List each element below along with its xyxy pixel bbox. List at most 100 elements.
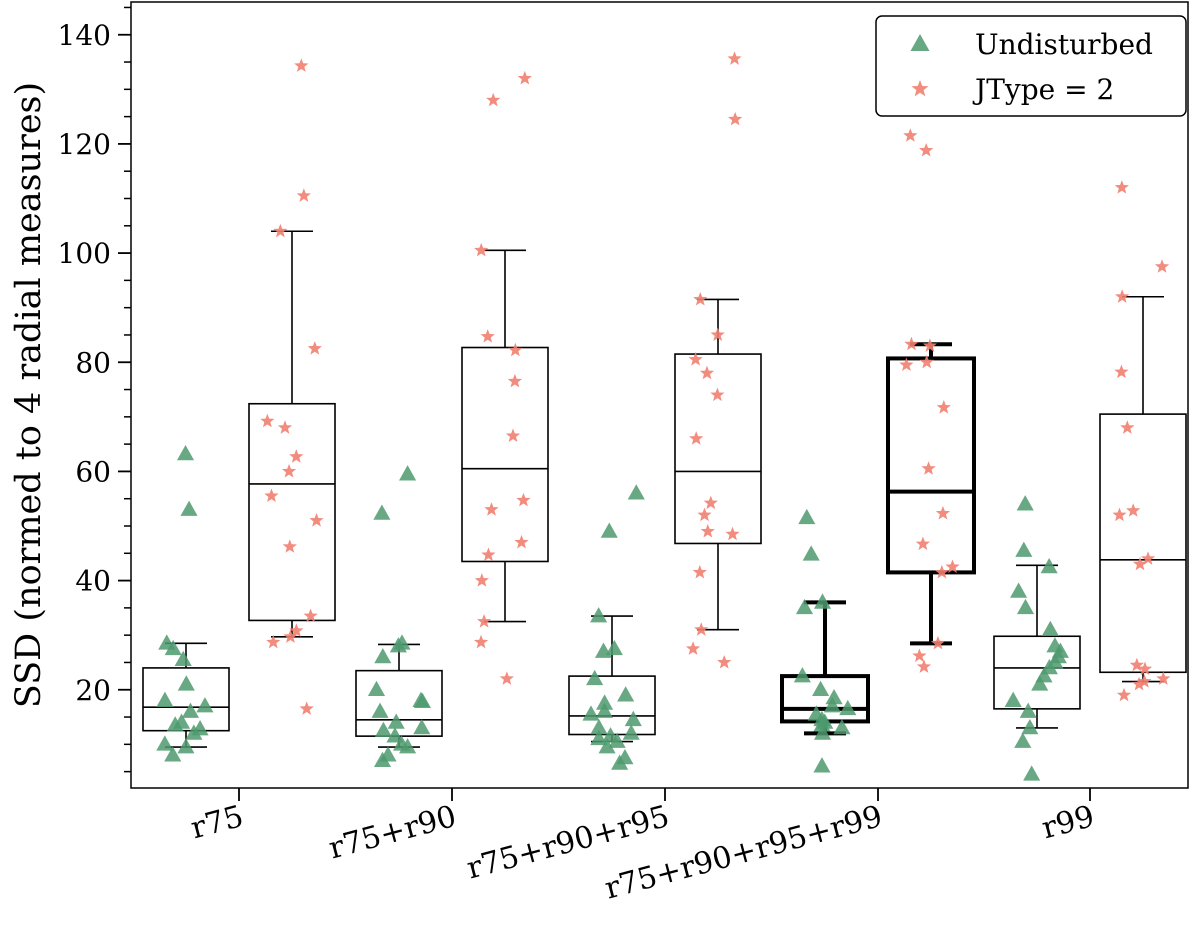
undisturbed-point [196, 697, 214, 713]
undisturbed-point [156, 691, 174, 707]
box-undisturbed-r99 [993, 564, 1081, 729]
undisturbed-point [1004, 691, 1022, 707]
undisturbed-point [586, 669, 604, 686]
jtype-point [934, 564, 949, 579]
undisturbed-point [812, 680, 830, 697]
jtype-point [728, 111, 743, 126]
y-tick-label: 60 [75, 455, 111, 488]
undisturbed-point [367, 680, 386, 697]
undisturbed-point [1016, 495, 1034, 511]
jtype-point [1154, 259, 1170, 273]
box-jtype-r75+r90+r95+r99 [886, 342, 976, 646]
undisturbed-point [598, 738, 616, 754]
jtype-point [921, 461, 936, 475]
jtype-point [309, 513, 324, 527]
box-body [248, 402, 336, 622]
jtype-point [688, 352, 703, 366]
undisturbed-point [413, 718, 431, 735]
legend-star-icon [911, 80, 929, 97]
jtype-point [474, 573, 489, 587]
box-jtype-r99 [1099, 295, 1187, 683]
boxplot-boxes [142, 230, 1187, 748]
jtype-point [727, 51, 742, 65]
undisturbed-point [185, 724, 203, 740]
undisturbed-point [590, 729, 608, 746]
jtype-point [919, 354, 934, 369]
undisturbed-point [793, 667, 811, 683]
jtype-point [1120, 420, 1135, 434]
jtype-point [1112, 507, 1127, 522]
undisturbed-point [399, 738, 417, 754]
undisturbed-point [813, 724, 832, 740]
jtype-point [296, 188, 311, 202]
jtype-point [514, 534, 529, 549]
jtype-point [919, 142, 934, 157]
box-undisturbed-r75+r90+r95 [568, 615, 656, 743]
jtype-point [1126, 503, 1141, 517]
undisturbed-point [386, 727, 404, 743]
plot-frame [130, 1, 1189, 789]
undisturbed-point [174, 650, 192, 667]
undisturbed-point [373, 751, 392, 768]
undisturbed-point [596, 694, 614, 710]
jtype-point [697, 507, 712, 522]
jtype-point [508, 342, 523, 357]
undisturbed-point [164, 746, 182, 762]
jtype-point [922, 338, 938, 352]
jtype-point [480, 329, 495, 343]
jtype-point [303, 608, 318, 623]
y-tick-label: 140 [58, 19, 111, 52]
undisturbed-point [389, 637, 407, 653]
undisturbed-point [1023, 765, 1041, 781]
jtype-point [481, 547, 496, 561]
jtype-point [912, 648, 927, 662]
jtype-point [915, 536, 931, 551]
jtype-point [1140, 551, 1156, 565]
jtype-point [505, 428, 521, 443]
undisturbed-point [166, 716, 184, 732]
jtype-point [476, 614, 492, 628]
box-body [993, 635, 1081, 710]
jtype-point [307, 341, 322, 355]
undisturbed-point [594, 642, 613, 658]
jtype-point [1131, 676, 1147, 691]
undisturbed-point [399, 465, 417, 481]
jtype-point [294, 58, 309, 72]
jtype-point [473, 634, 489, 649]
undisturbed-point [611, 754, 629, 770]
y-axis-label: SSD (normed to 4 radial measures) [9, 82, 49, 708]
undisturbed-point [1014, 732, 1032, 748]
undisturbed-point [608, 732, 626, 748]
jtype-point [486, 92, 501, 107]
legend-label: Undisturbed [975, 28, 1153, 61]
jtype-point [936, 400, 951, 414]
undisturbed-point [1040, 557, 1058, 574]
jtype-point [1137, 661, 1153, 676]
box-body [461, 346, 549, 563]
undisturbed-point [798, 508, 816, 525]
jtype-point [281, 463, 297, 478]
undisturbed-point [600, 522, 618, 538]
undisturbed-point [387, 713, 405, 729]
jtype-point [1116, 687, 1132, 702]
undisturbed-point [1031, 675, 1049, 691]
legend-triangle-icon [910, 34, 930, 51]
undisturbed-point [373, 504, 391, 520]
jtype-point [935, 505, 951, 520]
undisturbed-point [413, 692, 432, 709]
undisturbed-point [164, 639, 182, 656]
jtype-point [692, 564, 707, 579]
jtype-point [499, 671, 514, 685]
jtype-point [289, 449, 304, 463]
undisturbed-point [622, 724, 640, 740]
undisturbed-point [176, 444, 195, 461]
jtype-point [282, 539, 297, 553]
jtype-point [904, 336, 919, 351]
undisturbed-point [795, 598, 814, 615]
jtype-point [710, 387, 725, 402]
jtype-point [725, 526, 740, 541]
undisturbed-point [813, 757, 831, 773]
undisturbed-point [374, 648, 392, 664]
